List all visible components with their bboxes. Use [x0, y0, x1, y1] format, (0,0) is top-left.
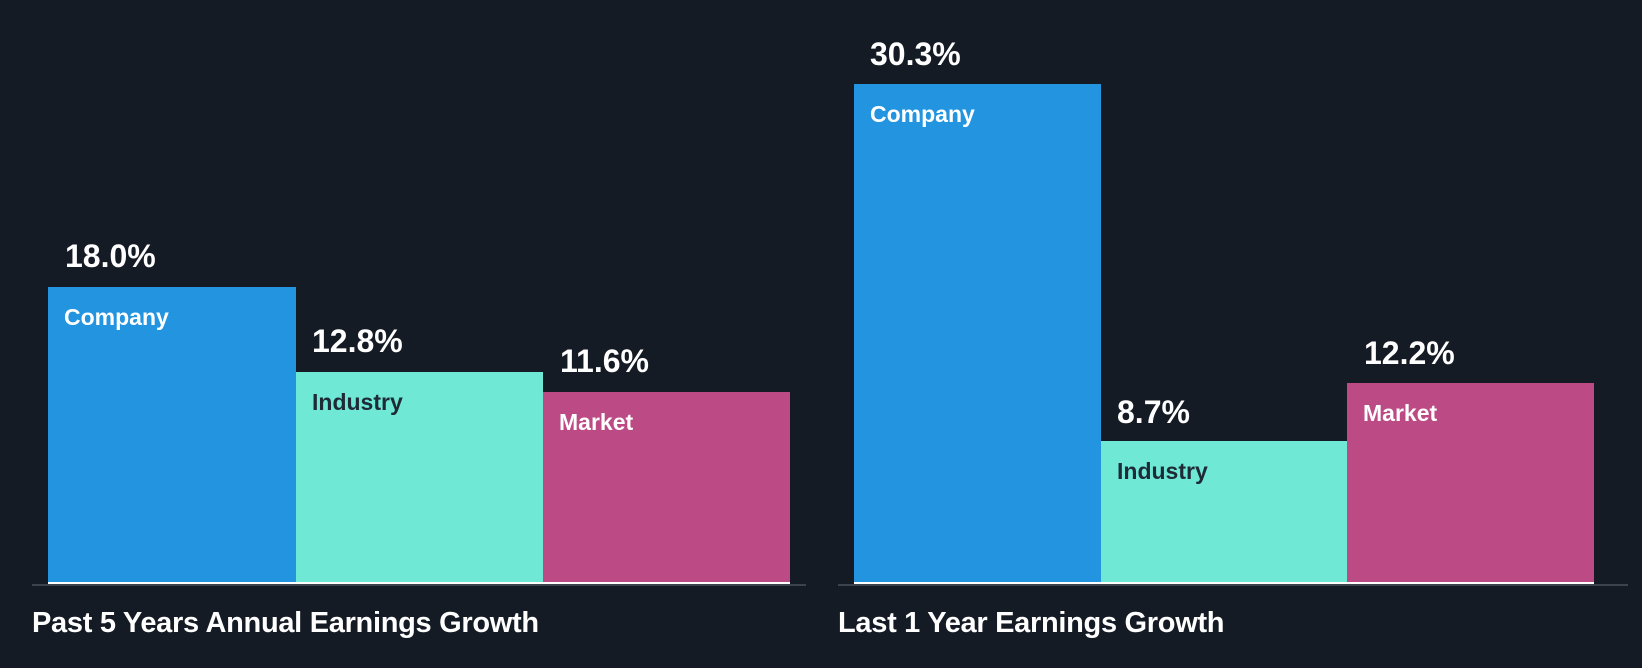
value-label-industry: 12.8% [312, 323, 403, 359]
chart-last-1-year: 30.3% Company 8.7% Industry 12.2% Market… [820, 0, 1642, 668]
chart-title: Past 5 Years Annual Earnings Growth [32, 607, 539, 639]
chart-baseline [838, 584, 1628, 586]
bar-label-industry: Industry [312, 389, 403, 415]
value-label-market: 11.6% [560, 343, 649, 379]
bar-label-market: Market [559, 409, 634, 435]
chart-title: Last 1 Year Earnings Growth [838, 607, 1225, 639]
bar-industry: Industry [1101, 441, 1347, 585]
bar-label-company: Company [64, 304, 169, 330]
value-label-market: 12.2% [1364, 335, 1455, 371]
bar-market: Market [543, 392, 790, 585]
bar-company: Company [854, 84, 1101, 585]
bar-market: Market [1347, 383, 1594, 585]
bar-industry: Industry [296, 372, 543, 585]
value-label-industry: 8.7% [1117, 394, 1190, 430]
bar-company: Company [48, 287, 296, 585]
value-label-company: 30.3% [870, 36, 961, 72]
bar-label-company: Company [870, 101, 975, 127]
chart-baseline [32, 584, 806, 586]
value-label-company: 18.0% [65, 238, 156, 274]
bar-label-market: Market [1363, 400, 1438, 426]
bar-label-industry: Industry [1117, 458, 1208, 484]
chart-past-5-years: 18.0% Company 12.8% Industry 11.6% Marke… [0, 0, 820, 668]
